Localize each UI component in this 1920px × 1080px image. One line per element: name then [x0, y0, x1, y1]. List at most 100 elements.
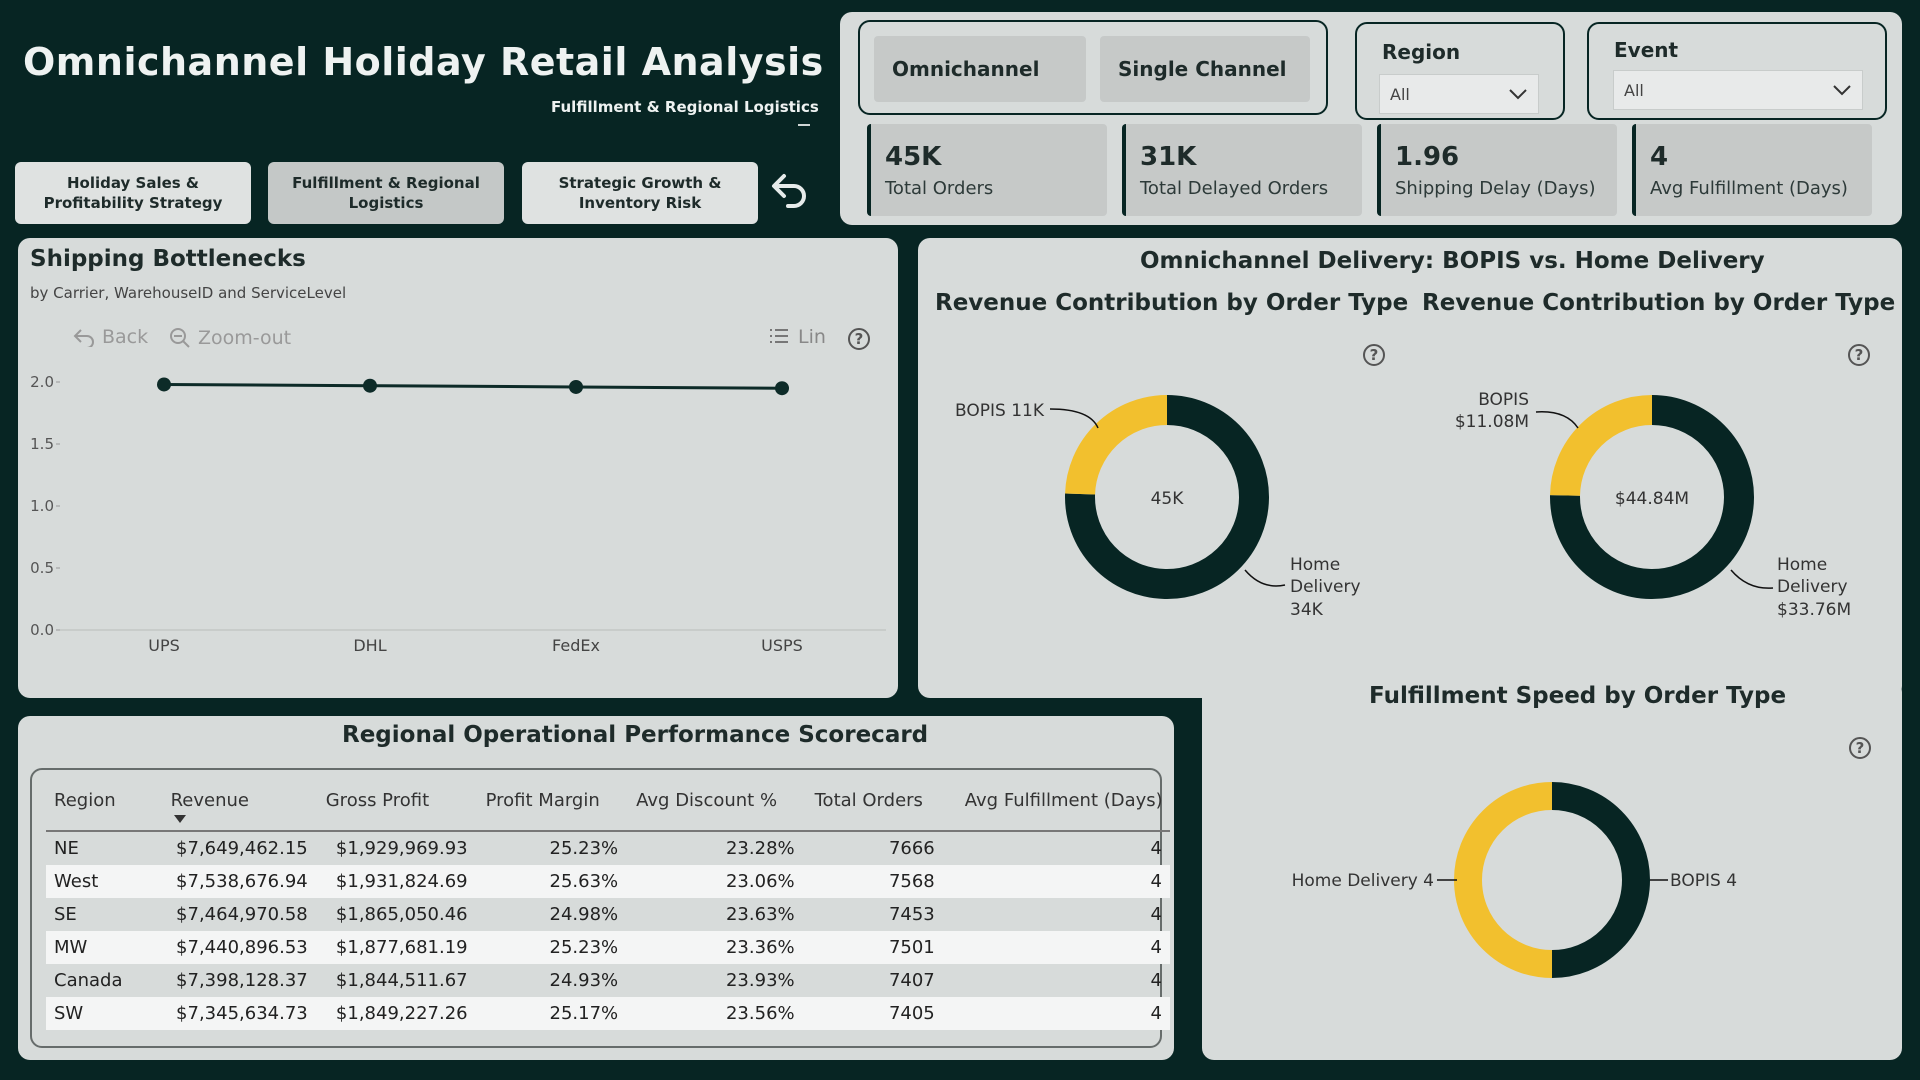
- region-dropdown-value: All: [1390, 84, 1410, 104]
- table-cell: 7568: [806, 865, 947, 898]
- page-subtitle: Fulfillment & Regional Logistics: [551, 98, 819, 116]
- single-channel-button[interactable]: Single Channel: [1100, 36, 1310, 102]
- table-cell: 4: [946, 865, 1170, 898]
- table-cell: Canada: [54, 970, 123, 991]
- y-tick-label: 0.5: [30, 559, 54, 577]
- column-header[interactable]: Avg Discount %: [636, 789, 778, 811]
- scorecard-table: Region Revenue Gross Profit Profit Margi…: [46, 770, 1170, 1030]
- table-cell: 23.36%: [630, 931, 807, 964]
- subtitle-underline: [798, 124, 810, 126]
- list-icon: [770, 329, 788, 343]
- table-cell: $7,398,128.37: [176, 970, 308, 991]
- y-tick-label: 2.0: [30, 373, 54, 391]
- x-tick-label: DHL: [353, 636, 386, 655]
- data-point: [157, 377, 171, 392]
- shipping-line-chart: 2.0 1.5 1.0 0.5 0.0 UPS DHL FedEx USPS: [30, 373, 886, 655]
- column-header[interactable]: Profit Margin: [485, 789, 600, 811]
- shipping-title: Shipping Bottlenecks: [30, 246, 306, 272]
- region-dropdown[interactable]: All: [1379, 74, 1539, 114]
- table-cell: 23.56%: [630, 997, 807, 1030]
- sort-desc-icon: [173, 815, 186, 823]
- event-slicer: Event All: [1587, 22, 1887, 120]
- data-point: [569, 379, 583, 394]
- lin-label: Lin: [798, 326, 826, 348]
- scorecard-table-frame: Region Revenue Gross Profit Profit Margi…: [30, 768, 1170, 1048]
- table-cell: $1,931,824.69: [319, 865, 480, 898]
- table-row[interactable]: SW $7,345,634.73 $1,849,227.26 25.17% 23.56%…: [46, 997, 1170, 1030]
- table-row[interactable]: MW $7,440,896.53 $1,877,681.19 25.23% 23.36%…: [46, 931, 1170, 964]
- table-cell: 4: [1150, 838, 1162, 859]
- table-row[interactable]: West $7,538,676.94 $1,931,824.69 25.63% 23.0…: [46, 865, 1170, 898]
- table-cell: 24.93%: [549, 970, 619, 991]
- nav-button-strategic-growth[interactable]: Strategic Growth & Inventory Risk: [522, 162, 758, 224]
- table-row[interactable]: NE $7,649,462.15 $1,929,969.93 25.23% 23.28%…: [46, 831, 1170, 865]
- zoom-out-icon: [170, 328, 190, 348]
- table-cell: 25.17%: [479, 997, 631, 1030]
- help-icon[interactable]: ?: [1849, 737, 1871, 759]
- back-icon: [73, 329, 94, 347]
- shipping-bottlenecks-panel: Shipping Bottlenecks by Carrier, Warehou…: [18, 238, 898, 698]
- table-cell: SW: [46, 997, 171, 1030]
- table-cell: 4: [946, 931, 1170, 964]
- kpi-avg-fulfillment: 4 Avg Fulfillment (Days): [1632, 124, 1872, 216]
- kpi-value: 4: [1650, 142, 1669, 172]
- table-cell: 25.23%: [549, 838, 619, 859]
- column-header[interactable]: Region: [54, 789, 116, 811]
- lin-toggle[interactable]: Lin: [768, 326, 826, 348]
- column-header-sorted[interactable]: Revenue: [171, 770, 320, 831]
- y-tick-label: 1.5: [30, 435, 54, 453]
- delivery-title: Omnichannel Delivery: BOPIS vs. Home Del…: [1140, 248, 1765, 274]
- nav-button-holiday-sales[interactable]: Holiday Sales & Profitability Strategy: [15, 162, 251, 224]
- table-cell: $1,849,227.26: [319, 997, 480, 1030]
- table-cell: $1,877,681.19: [319, 931, 480, 964]
- shipping-subtitle: by Carrier, WarehouseID and ServiceLevel: [30, 284, 347, 302]
- kpi-label: Total Orders: [885, 178, 994, 199]
- y-tick-label: 1.0: [30, 497, 54, 515]
- table-cell: 7501: [806, 931, 947, 964]
- table-cell: MW: [46, 931, 171, 964]
- donut3-title: Fulfillment Speed by Order Type: [1369, 683, 1787, 709]
- table-cell: 4: [1150, 904, 1162, 925]
- nav-button-fulfillment[interactable]: Fulfillment & Regional Logistics: [268, 162, 504, 224]
- zoom-out-button[interactable]: Zoom-out: [168, 326, 291, 350]
- table-row[interactable]: SE $7,464,970.58 $1,865,050.46 24.98% 23.63%…: [46, 898, 1170, 931]
- table-cell: 7407: [888, 970, 935, 991]
- table-row[interactable]: Canada $7,398,128.37 $1,844,511.67 24.93% 23…: [46, 964, 1170, 997]
- region-slicer: Region All: [1355, 22, 1565, 120]
- column-header[interactable]: Total Orders: [814, 789, 923, 811]
- table-cell: $7,464,970.58: [176, 904, 308, 925]
- back-button[interactable]: Back: [72, 326, 148, 348]
- data-point: [363, 378, 377, 393]
- table-cell: 23.93%: [725, 970, 795, 991]
- donut2-title: Revenue Contribution by Order Type: [1422, 290, 1896, 316]
- help-icon[interactable]: ?: [1848, 344, 1870, 366]
- chevron-down-icon: [1833, 85, 1851, 96]
- help-icon[interactable]: ?: [1363, 344, 1385, 366]
- omnichannel-button[interactable]: Omnichannel: [874, 36, 1086, 102]
- table-cell: 7405: [806, 997, 947, 1030]
- column-header[interactable]: Avg Fulfillment (Days): [964, 789, 1163, 811]
- table-cell: 25.23%: [479, 931, 631, 964]
- series-line: [163, 382, 783, 390]
- kpi-value: 45K: [885, 142, 942, 172]
- table-cell: $7,538,676.94: [170, 865, 320, 898]
- table-cell: $1,844,511.67: [335, 970, 468, 991]
- table-cell: 24.98%: [549, 904, 619, 925]
- region-slicer-label: Region: [1382, 40, 1461, 64]
- channel-toggle: [858, 20, 1328, 115]
- table-cell: 23.28%: [725, 838, 795, 859]
- scorecard-title: Regional Operational Performance Scoreca…: [342, 722, 929, 748]
- back-arrow-icon[interactable]: [766, 170, 810, 214]
- table-cell: $1,865,050.46: [335, 904, 468, 925]
- kpi-value: 1.96: [1395, 142, 1460, 172]
- kpi-total-delayed-orders: 31K Total Delayed Orders: [1122, 124, 1362, 216]
- y-tick-label: 0.0: [30, 621, 54, 639]
- event-dropdown-value: All: [1624, 80, 1644, 100]
- table-cell: $7,345,634.73: [170, 997, 320, 1030]
- table-cell: 23.63%: [725, 904, 795, 925]
- table-cell: 25.63%: [479, 865, 631, 898]
- table-cell: SE: [54, 904, 77, 925]
- event-dropdown[interactable]: All: [1613, 70, 1863, 110]
- help-icon[interactable]: ?: [848, 328, 870, 350]
- column-header[interactable]: Gross Profit: [325, 789, 430, 811]
